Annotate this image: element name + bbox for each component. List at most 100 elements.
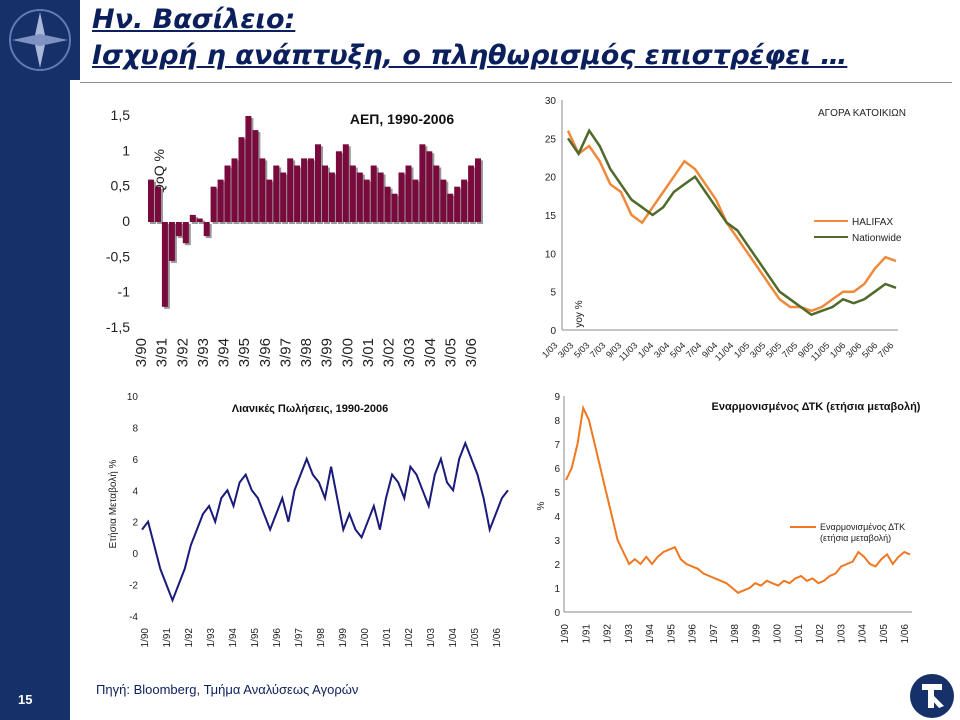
x-tick-label: 3/99 — [319, 338, 336, 367]
y-tick-label: 10 — [545, 249, 557, 260]
x-tick-label: 3/05 — [748, 340, 767, 359]
x-tick-label: 1/02 — [404, 628, 415, 648]
y-tick-label: -4 — [129, 612, 138, 623]
bar — [426, 151, 433, 222]
bar — [363, 179, 370, 222]
compass-icon — [0, 0, 80, 80]
y-tick-label: 30 — [545, 96, 557, 107]
x-tick-label: 1/96 — [272, 628, 283, 648]
legend-label: Εναρμονισμένος ΔΤΚ (ετήσια μεταβολή) — [820, 522, 905, 543]
bar — [238, 137, 245, 222]
bar-shadow — [198, 220, 205, 224]
y-tick-label: 6 — [554, 464, 560, 475]
bar — [294, 165, 301, 222]
x-tick-label: 5/05 — [764, 340, 783, 359]
x-tick-label: 3/97 — [277, 338, 294, 367]
x-tick-label: 1/03 — [540, 340, 559, 359]
bar — [384, 186, 391, 222]
y-axis-label: % — [536, 501, 547, 510]
x-tick-label: 3/91 — [154, 338, 171, 367]
x-tick-label: 3/04 — [652, 340, 671, 359]
x-tick-label: 1/00 — [773, 624, 784, 644]
bar — [370, 165, 377, 222]
y-tick-label: 6 — [132, 455, 138, 466]
x-tick-label: 1/01 — [794, 624, 805, 644]
series-line — [141, 440, 509, 604]
x-tick-label: 7/05 — [780, 340, 799, 359]
page-number: 15 — [18, 692, 33, 707]
y-tick-label: 25 — [545, 134, 557, 145]
x-tick-label: 1/03 — [426, 628, 437, 648]
bar — [377, 172, 384, 222]
y-tick-label: 2 — [132, 518, 138, 529]
x-tick-label: 1/91 — [581, 624, 592, 644]
bar — [391, 193, 398, 222]
y-tick-label: 0 — [554, 608, 560, 619]
bar — [461, 179, 468, 222]
divider — [80, 82, 952, 83]
x-tick-label: 3/03 — [401, 338, 418, 367]
x-tick-label: 5/04 — [668, 340, 687, 359]
x-tick-label: 3/00 — [339, 338, 356, 367]
bar — [433, 165, 440, 222]
x-tick-label: 3/06 — [463, 338, 480, 367]
y-tick-label: 7 — [554, 440, 560, 451]
y-tick-label: 8 — [132, 423, 138, 434]
bar — [217, 179, 224, 222]
bar — [273, 165, 280, 222]
x-tick-label: 1/94 — [645, 624, 656, 644]
y-tick-label: 0,5 — [111, 178, 131, 194]
bar — [301, 158, 308, 222]
y-tick-label: 20 — [545, 173, 557, 184]
bar — [280, 172, 287, 222]
x-tick-label: 1/98 — [316, 628, 327, 648]
series-line-halifax — [566, 130, 897, 313]
bar — [328, 172, 335, 222]
x-tick-label: 3/92 — [174, 338, 191, 367]
header-band — [0, 0, 960, 80]
x-tick-label: 1/04 — [448, 628, 459, 648]
bar — [259, 158, 266, 222]
legend-label-line: Εναρμονισμένος ΔΤΚ — [820, 522, 905, 532]
x-tick-label: 3/02 — [381, 338, 398, 367]
bar — [405, 165, 412, 222]
x-tick-label: 3/03 — [556, 340, 575, 359]
bar — [447, 193, 454, 222]
bar — [189, 214, 196, 222]
bar — [148, 179, 154, 222]
x-tick-label: 1/97 — [709, 624, 720, 644]
y-tick-label: 8 — [554, 416, 560, 427]
x-tick-label: 7/03 — [588, 340, 607, 359]
x-tick-label: 3/93 — [195, 338, 212, 367]
y-tick-label: -1,5 — [106, 319, 130, 335]
x-tick-label: 3/94 — [216, 338, 233, 367]
x-tick-label: 1/93 — [624, 624, 635, 644]
page-title-line2: Ισχυρή η ανάπτυξη, ο πληθωρισμός επιστρέ… — [92, 40, 848, 71]
bar — [266, 179, 273, 222]
x-tick-label: 3/96 — [257, 338, 274, 367]
y-tick-label: 1 — [554, 584, 560, 595]
source-note: Πηγή: Bloomberg, Τμήμα Αναλύσεως Αγορών — [96, 682, 359, 697]
bar — [475, 158, 481, 222]
x-tick-label: 1/04 — [858, 624, 869, 644]
bar — [196, 218, 203, 222]
y-axis-label: Ετήσια Μεταβολή % — [107, 459, 119, 548]
x-tick-label: 1/03 — [836, 624, 847, 644]
series-line — [565, 404, 911, 594]
bar — [175, 222, 182, 237]
x-tick-label: 1/91 — [162, 628, 173, 648]
charts-panel: 1,5 1 0,5 0 -0,5 -1 -1,5 QoQ % ΑΕΠ, 1990-2006 3/9… — [72, 84, 952, 670]
bar — [349, 165, 356, 222]
bar — [231, 158, 238, 222]
legend-label-line: (ετήσια μεταβολή) — [820, 533, 891, 543]
x-tick-label: 1/98 — [730, 624, 741, 644]
chart-title: Εναρμονισμένος ΔΤΚ (ετήσια μεταβολή) — [712, 401, 921, 413]
bar — [308, 158, 314, 222]
chart-title: ΑΕΠ, 1990-2006 — [350, 111, 455, 127]
y-tick-label: 0 — [550, 326, 556, 337]
page-title-line1: Ην. Βασίλειο: — [92, 4, 296, 35]
bar — [440, 179, 447, 222]
y-tick-label: 9 — [554, 392, 560, 403]
y-tick-label: 15 — [545, 211, 557, 222]
y-axis-label: yoy % — [574, 300, 585, 327]
